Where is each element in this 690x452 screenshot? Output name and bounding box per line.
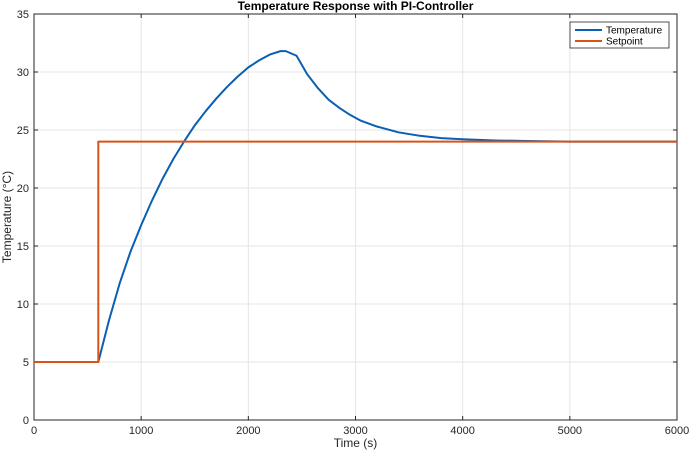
y-tick-label: 25 (17, 125, 29, 137)
x-tick-label: 2000 (236, 425, 260, 437)
chart-title: Temperature Response with PI-Controller (238, 0, 474, 13)
x-tick-label: 1000 (129, 425, 153, 437)
x-axis-label: Time (s) (334, 436, 378, 450)
x-tick-label: 6000 (665, 425, 689, 437)
legend-entry-setpoint[interactable]: Setpoint (606, 37, 643, 48)
y-tick-label: 10 (17, 299, 29, 311)
y-tick-label: 0 (23, 415, 29, 427)
y-axis-label: Temperature (°C) (0, 171, 14, 263)
y-tick-label: 30 (17, 67, 29, 79)
y-tick-label: 15 (17, 241, 29, 253)
x-tick-label: 4000 (450, 425, 474, 437)
x-tick-label: 5000 (558, 425, 582, 437)
y-tick-label: 20 (17, 183, 29, 195)
y-tick-label: 35 (17, 9, 29, 21)
y-tick-label: 5 (23, 357, 29, 369)
legend-entry-temperature[interactable]: Temperature (606, 26, 663, 37)
x-tick-label: 0 (31, 425, 37, 437)
